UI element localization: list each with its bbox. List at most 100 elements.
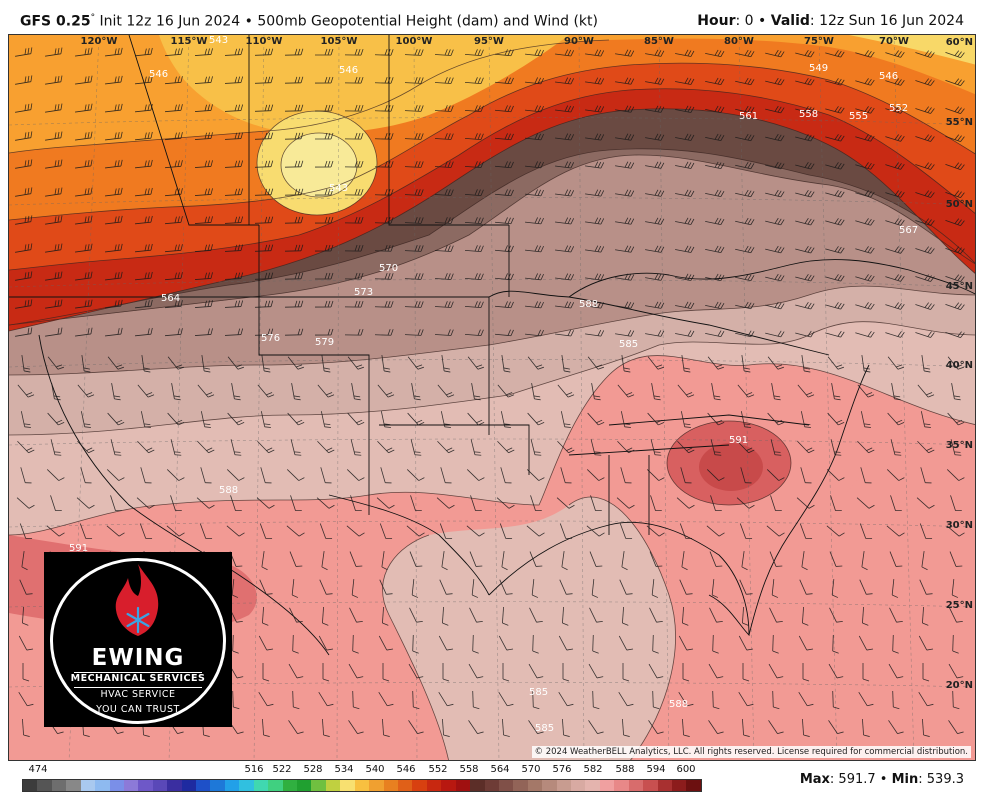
wind-barb	[472, 690, 480, 710]
legend-swatch	[51, 780, 67, 791]
wind-barb	[292, 634, 299, 654]
contour-label: 555	[849, 111, 868, 122]
wind-barb	[411, 579, 419, 598]
lat-label: 20°N	[946, 680, 973, 691]
wind-barb	[711, 579, 719, 598]
wind-barb	[15, 243, 33, 253]
legend-label: 588	[615, 764, 635, 775]
wind-barb	[591, 383, 601, 401]
wind-barb	[261, 551, 268, 571]
wind-barb	[288, 720, 304, 735]
wind-barb	[705, 217, 725, 226]
contour-value-labels: 543 546 546 543 549 546 552 555 558 561 567 564 570 5…	[69, 35, 918, 734]
contour-label: 585	[535, 723, 554, 734]
lon-labels: 120°W 115°W 110°W 105°W 100°W 95°W 90°W 85°W 80°…	[81, 36, 909, 47]
wind-barb	[494, 217, 514, 225]
wind-barb	[80, 467, 92, 484]
wind-barb	[707, 356, 725, 370]
wind-barb	[45, 75, 63, 85]
legend-swatch	[181, 780, 197, 791]
wind-barb	[555, 329, 575, 337]
legend-swatch	[585, 780, 600, 791]
wind-barb	[525, 133, 544, 141]
legend-swatch	[614, 780, 629, 791]
wind-barb	[167, 412, 185, 426]
wind-barb	[885, 190, 905, 198]
wind-barb	[826, 469, 845, 481]
wind-barb	[77, 440, 95, 454]
wind-barb	[918, 692, 934, 707]
wind-barb	[525, 301, 544, 309]
wind-barb	[291, 383, 301, 401]
wind-barb	[555, 49, 575, 57]
wind-barb	[45, 131, 63, 141]
wind-barb	[946, 525, 965, 537]
wind-barb	[525, 189, 544, 197]
wind-barb	[254, 188, 274, 196]
wind-barb	[352, 690, 360, 710]
wind-barb	[555, 189, 575, 197]
wind-barb	[855, 302, 875, 310]
wind-barb	[374, 272, 394, 280]
contour-label: 564	[161, 293, 180, 304]
wind-barb	[380, 467, 392, 484]
wind-barb	[105, 271, 123, 281]
wind-barb	[464, 329, 484, 337]
wind-barb	[892, 690, 900, 710]
wind-barb	[254, 328, 274, 336]
wind-barb	[106, 469, 125, 481]
wind-barb	[948, 663, 964, 679]
wind-barb	[651, 383, 661, 401]
wind-barb	[706, 525, 725, 537]
wind-barb	[827, 356, 845, 370]
wind-barb	[344, 272, 364, 280]
wind-barb	[827, 412, 845, 426]
wind-barb	[555, 77, 575, 85]
wind-barb	[466, 525, 485, 537]
wind-barb	[232, 634, 239, 654]
legend-label: 522	[272, 764, 292, 775]
wind-barb	[825, 302, 845, 310]
wind-barb	[735, 245, 755, 254]
wind-barb	[737, 440, 755, 454]
wind-barb	[555, 161, 575, 169]
wind-barb	[830, 495, 842, 512]
wind-barb	[410, 495, 422, 512]
wind-barb	[860, 467, 872, 484]
wind-barb	[915, 218, 935, 226]
wind-barb	[314, 48, 334, 56]
lon-label: 115°W	[171, 36, 208, 47]
field-stats: Max: 591.7 • Min: 539.3	[800, 772, 964, 787]
wind-barb	[322, 663, 330, 682]
wind-barb	[19, 579, 33, 595]
wind-barb	[645, 189, 665, 197]
wind-barb	[404, 217, 424, 224]
wind-barb	[561, 551, 568, 571]
wind-barb	[675, 273, 695, 281]
wind-barb	[829, 551, 843, 567]
wind-barb	[765, 330, 785, 338]
wind-barb	[525, 105, 544, 113]
wind-barb	[712, 634, 719, 654]
wind-barb	[105, 103, 123, 113]
wind-barb	[410, 439, 422, 456]
wind-barb	[374, 188, 394, 196]
wind-barb	[947, 412, 965, 426]
wind-barb	[705, 105, 725, 114]
wind-barb	[737, 384, 755, 398]
wind-barb	[617, 384, 635, 398]
lon-label: 100°W	[396, 36, 433, 47]
contour-label: 570	[379, 263, 398, 274]
contour-label: 579	[315, 337, 334, 348]
wind-barb	[164, 328, 183, 337]
wind-barb	[592, 634, 599, 654]
wind-barb	[556, 497, 575, 509]
min-value: : 539.3	[918, 772, 964, 787]
wind-barb	[615, 161, 635, 169]
wind-barb	[224, 132, 244, 140]
wind-barb	[254, 244, 274, 252]
wind-barb	[797, 384, 815, 398]
lat-label: 30°N	[946, 520, 973, 531]
wind-barb	[502, 663, 510, 682]
wind-barb	[770, 439, 782, 456]
